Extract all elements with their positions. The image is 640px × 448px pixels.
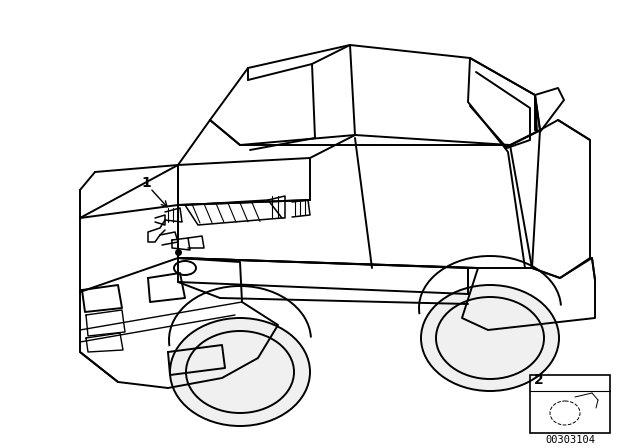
Ellipse shape	[170, 318, 310, 426]
Ellipse shape	[421, 285, 559, 391]
Text: 00303104: 00303104	[545, 435, 595, 445]
Text: 1: 1	[141, 176, 151, 190]
Text: 2: 2	[534, 373, 544, 387]
Bar	[530, 375, 610, 433]
